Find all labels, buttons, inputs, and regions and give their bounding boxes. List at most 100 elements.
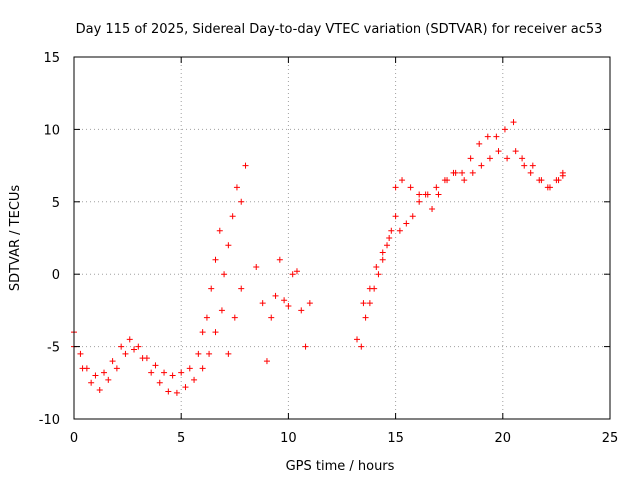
data-point xyxy=(122,350,129,357)
series-track-d xyxy=(354,148,566,350)
x-tick-label: 15 xyxy=(387,431,404,446)
data-point xyxy=(544,184,551,191)
data-point xyxy=(225,350,232,357)
data-point xyxy=(101,369,108,376)
y-tick-label: 10 xyxy=(43,123,60,138)
data-point xyxy=(429,206,436,213)
chart-title: Day 115 of 2025, Sidereal Day-to-day VTE… xyxy=(76,22,603,37)
data-point xyxy=(306,300,313,307)
data-point xyxy=(392,213,399,220)
data-point xyxy=(501,126,508,133)
data-point xyxy=(384,242,391,249)
y-tick-label: -5 xyxy=(47,341,60,356)
data-point xyxy=(362,314,369,321)
data-point xyxy=(293,268,300,275)
data-point xyxy=(386,235,393,241)
data-point xyxy=(298,307,305,314)
data-point xyxy=(272,292,279,299)
data-point xyxy=(105,376,112,383)
data-point xyxy=(461,177,468,184)
data-point xyxy=(281,297,288,304)
data-point xyxy=(77,350,84,357)
data-point xyxy=(186,365,193,372)
data-point xyxy=(476,140,483,147)
data-point xyxy=(388,227,395,234)
data-point xyxy=(212,256,219,263)
data-point xyxy=(182,384,189,391)
data-point xyxy=(238,198,245,205)
data-point xyxy=(559,172,566,179)
data-point xyxy=(358,343,365,350)
x-tick-label: 0 xyxy=(70,431,78,446)
y-tick-label: -10 xyxy=(39,413,60,428)
data-point xyxy=(199,329,206,336)
data-point xyxy=(504,155,511,162)
data-point xyxy=(289,271,296,278)
data-points xyxy=(71,119,566,396)
data-point xyxy=(169,372,176,379)
data-point xyxy=(416,191,423,198)
data-point xyxy=(416,198,423,205)
data-point xyxy=(165,388,172,395)
data-point xyxy=(399,177,406,184)
data-point xyxy=(233,184,240,191)
x-tick-label: 5 xyxy=(177,431,185,446)
data-point xyxy=(407,184,414,191)
data-point xyxy=(161,369,168,376)
data-point xyxy=(218,307,225,314)
data-point xyxy=(199,365,206,372)
data-point xyxy=(392,184,399,191)
data-point xyxy=(96,387,103,394)
data-point xyxy=(156,379,163,386)
data-point xyxy=(510,119,517,126)
data-point xyxy=(484,133,491,140)
grid-lines xyxy=(74,57,610,419)
data-point xyxy=(366,300,373,307)
series-track-a xyxy=(71,162,249,379)
x-tick-label: 10 xyxy=(280,431,297,446)
x-axis-label: GPS time / hours xyxy=(286,459,395,474)
data-point xyxy=(195,350,202,357)
data-point xyxy=(79,365,86,372)
data-point xyxy=(495,148,502,155)
data-point xyxy=(302,343,309,350)
data-point xyxy=(131,346,138,353)
data-point xyxy=(354,336,361,343)
data-point xyxy=(191,376,198,383)
data-point xyxy=(208,285,215,292)
data-point xyxy=(527,169,534,176)
data-point xyxy=(238,285,245,292)
data-point xyxy=(92,372,99,379)
y-tick-label: 15 xyxy=(43,51,60,66)
data-point xyxy=(285,303,292,310)
data-point xyxy=(88,379,95,386)
data-point xyxy=(529,162,536,169)
series-track-e xyxy=(360,119,566,307)
data-point xyxy=(203,314,210,321)
data-point xyxy=(409,213,416,220)
data-point xyxy=(478,162,485,169)
data-point xyxy=(139,355,146,362)
data-point xyxy=(148,369,155,376)
data-point xyxy=(459,169,466,176)
data-point xyxy=(519,155,526,162)
data-point xyxy=(366,285,373,292)
plot-frame xyxy=(73,56,611,420)
data-point xyxy=(253,263,260,270)
data-point xyxy=(113,365,120,372)
data-point xyxy=(263,358,270,365)
data-point xyxy=(126,336,133,343)
data-point xyxy=(229,213,236,220)
data-point xyxy=(433,184,440,191)
data-point xyxy=(259,300,266,307)
data-point xyxy=(486,155,493,162)
data-point xyxy=(521,162,528,169)
data-point xyxy=(379,256,386,263)
y-tick-label: 0 xyxy=(52,268,60,283)
data-point xyxy=(373,263,380,270)
data-point xyxy=(435,191,442,198)
series-track-b xyxy=(71,285,245,396)
data-point xyxy=(553,177,560,184)
data-point xyxy=(152,362,159,369)
